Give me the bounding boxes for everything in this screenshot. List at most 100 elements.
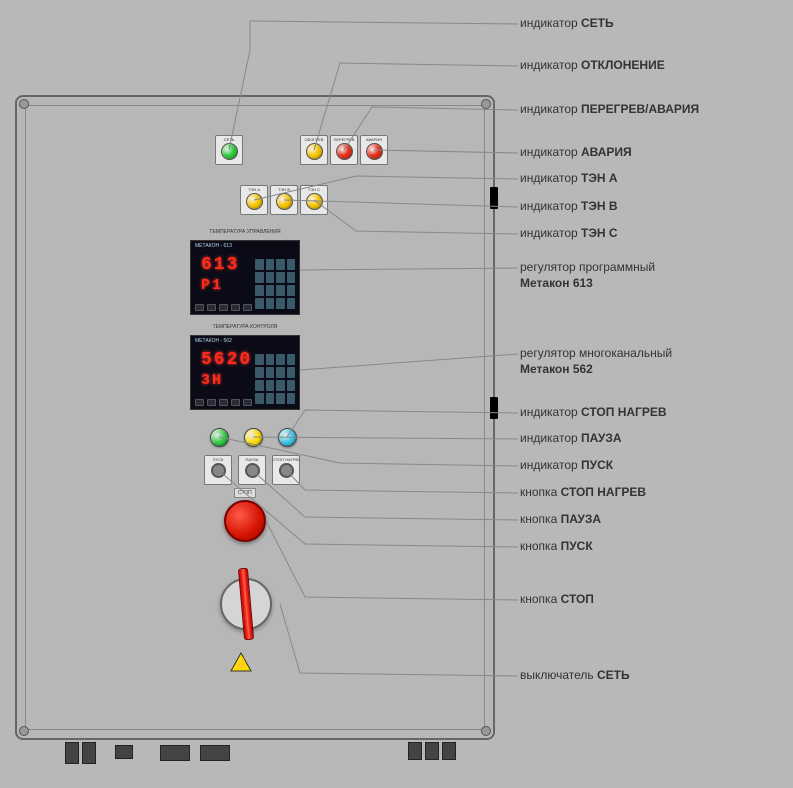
controller-buttons[interactable] bbox=[195, 399, 252, 406]
indicator-label: ПЕРЕГРЕВ bbox=[331, 137, 357, 142]
seg-display-2: 3Н bbox=[201, 372, 223, 389]
connector bbox=[425, 742, 439, 760]
callout-light: кнопка bbox=[520, 485, 561, 499]
button-stopnagrev_btn[interactable]: СТОП НАГРЕВ bbox=[272, 455, 300, 485]
callout-c_reg1b: Метакон 613 bbox=[520, 276, 593, 292]
callout-light: кнопка bbox=[520, 512, 561, 526]
callout-light: индикатор bbox=[520, 58, 581, 72]
callout-bold: ПАУЗА bbox=[581, 431, 621, 445]
indicator-avaria: АВАРИЯ bbox=[360, 135, 388, 165]
callout-c_set: индикатор СЕТЬ bbox=[520, 16, 614, 32]
callout-c_stop_btn: кнопка СТОП bbox=[520, 592, 594, 608]
hinge bbox=[490, 187, 498, 209]
callout-light: индикатор bbox=[520, 16, 581, 30]
controller-buttons[interactable] bbox=[195, 304, 252, 311]
callout-c_stopnagrev_btn: кнопка СТОП НАГРЕВ bbox=[520, 485, 646, 501]
screw bbox=[481, 99, 491, 109]
callout-c_otkl: индикатор ОТКЛОНЕНИЕ bbox=[520, 58, 665, 74]
lamp bbox=[276, 193, 293, 210]
hinge bbox=[490, 397, 498, 419]
indicator-tenc: ТЭН C bbox=[300, 185, 328, 215]
callout-bold: ПУСК bbox=[581, 458, 613, 472]
callout-light: индикатор bbox=[520, 431, 581, 445]
callout-c_pusk_ind: индикатор ПУСК bbox=[520, 458, 613, 474]
button-label: СТОП НАГРЕВ bbox=[273, 457, 299, 462]
callout-bold: СТОП НАГРЕВ bbox=[581, 405, 667, 419]
lamp bbox=[221, 143, 238, 160]
controller-leds bbox=[255, 259, 295, 309]
button-pauza_btn[interactable]: ПАУЗА bbox=[238, 455, 266, 485]
screw bbox=[19, 99, 29, 109]
callout-light: индикатор bbox=[520, 199, 581, 213]
stop-button[interactable] bbox=[224, 500, 266, 542]
indicator-label: АВАРИЯ bbox=[361, 137, 387, 142]
warning-icon: ⚡ bbox=[230, 652, 252, 672]
indicator-label: ТЭН B bbox=[271, 187, 297, 192]
callout-bold: СЕТЬ bbox=[581, 16, 614, 30]
callout-light: индикатор bbox=[520, 226, 581, 240]
lamp bbox=[246, 193, 263, 210]
indicator-pauza_ind bbox=[244, 428, 263, 447]
callout-bold: ОТКЛОНЕНИЕ bbox=[581, 58, 665, 72]
callout-bold: ТЭН А bbox=[581, 171, 618, 185]
callout-bold: ТЭН B bbox=[581, 199, 618, 213]
callout-c_tenb: индикатор ТЭН B bbox=[520, 199, 618, 215]
controller-1: ТЕМПЕРАТУРА УПРАВЛЕНИЯМЕТАКОН - 613613P1 bbox=[190, 240, 300, 315]
callout-bold: ПЕРЕГРЕВ/АВАРИЯ bbox=[581, 102, 699, 116]
indicator-label: ОБОГРЕВ bbox=[301, 137, 327, 142]
callout-bold: Метакон 562 bbox=[520, 362, 593, 376]
controller-brand: МЕТАКОН - 562 bbox=[191, 336, 299, 346]
callout-bold: СТОП bbox=[561, 592, 594, 606]
indicator-set: СЕТЬ bbox=[215, 135, 243, 165]
controller-2: ТЕМПЕРАТУРА КОНТРОЛЯМЕТАКОН - 56256203Н bbox=[190, 335, 300, 410]
callout-c_pauza_ind: индикатор ПАУЗА bbox=[520, 431, 622, 447]
callout-bold: ПУСК bbox=[561, 539, 593, 553]
indicator-label: СЕТЬ bbox=[216, 137, 242, 142]
callout-c_peregrev: индикатор ПЕРЕГРЕВ/АВАРИЯ bbox=[520, 102, 699, 118]
connector bbox=[65, 742, 79, 764]
callout-light: регулятор многоканальный bbox=[520, 346, 672, 360]
callout-c_avaria: индикатор АВАРИЯ bbox=[520, 145, 632, 161]
seg-display-2: P1 bbox=[201, 277, 223, 294]
button-label: ПУСК bbox=[205, 457, 231, 462]
connector bbox=[442, 742, 456, 760]
callout-light: индикатор bbox=[520, 171, 581, 185]
controller-brand: МЕТАКОН - 613 bbox=[191, 241, 299, 251]
connector bbox=[408, 742, 422, 760]
lamp bbox=[306, 143, 323, 160]
indicator-tena: ТЭН А bbox=[240, 185, 268, 215]
connector bbox=[115, 745, 133, 759]
callout-c_rotary: выключатель СЕТЬ bbox=[520, 668, 630, 684]
callout-bold: ТЭН C bbox=[581, 226, 618, 240]
pushbutton[interactable] bbox=[211, 463, 226, 478]
button-label: ПАУЗА bbox=[239, 457, 265, 462]
svg-text:⚡: ⚡ bbox=[234, 658, 248, 671]
callout-light: выключатель bbox=[520, 668, 597, 682]
callout-c_tenc: индикатор ТЭН C bbox=[520, 226, 618, 242]
button-pusk_btn[interactable]: ПУСК bbox=[204, 455, 232, 485]
seg-display-1: 613 bbox=[201, 255, 239, 275]
screw bbox=[19, 726, 29, 736]
rotary-switch[interactable] bbox=[212, 570, 280, 638]
indicator-label: ТЭН А bbox=[241, 187, 267, 192]
connector bbox=[82, 742, 96, 764]
pushbutton[interactable] bbox=[245, 463, 260, 478]
indicator-tenb: ТЭН B bbox=[270, 185, 298, 215]
callout-bold: СЕТЬ bbox=[597, 668, 630, 682]
callout-bold: СТОП НАГРЕВ bbox=[561, 485, 647, 499]
indicator-pusk_ind bbox=[210, 428, 229, 447]
lamp bbox=[336, 143, 353, 160]
callout-c_reg2b: Метакон 562 bbox=[520, 362, 593, 378]
callout-c_reg1a: регулятор программный bbox=[520, 260, 655, 276]
pushbutton[interactable] bbox=[279, 463, 294, 478]
controller-leds bbox=[255, 354, 295, 404]
lamp bbox=[306, 193, 323, 210]
callout-bold: ПАУЗА bbox=[561, 512, 601, 526]
callout-light: индикатор bbox=[520, 458, 581, 472]
callout-c_reg2a: регулятор многоканальный bbox=[520, 346, 672, 362]
seg-display-1: 5620 bbox=[201, 350, 252, 370]
indicator-peregrev: ПЕРЕГРЕВ bbox=[330, 135, 358, 165]
controller-title: ТЕМПЕРАТУРА УПРАВЛЕНИЯ bbox=[191, 229, 299, 235]
stop-label: СТОП bbox=[234, 488, 256, 498]
connector bbox=[200, 745, 230, 761]
